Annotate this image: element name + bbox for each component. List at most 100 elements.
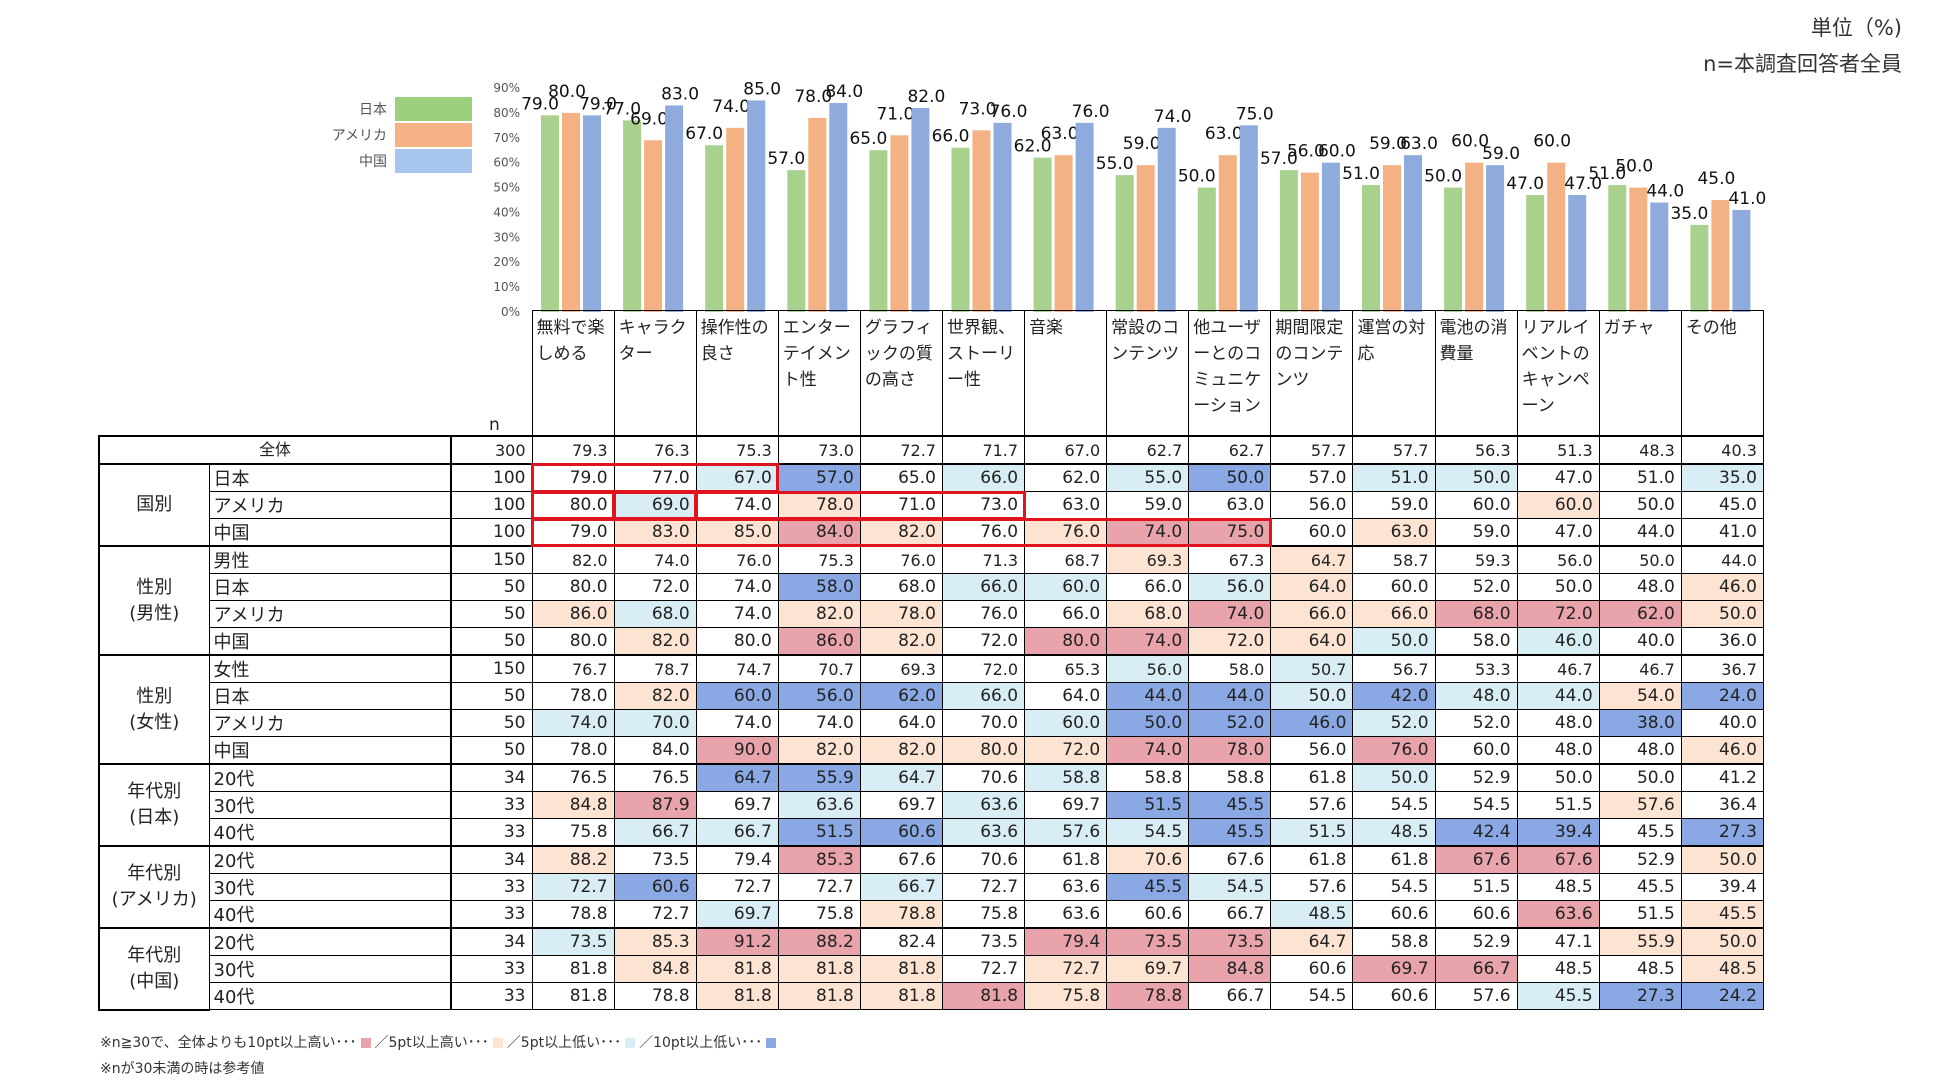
table-cell: 57.6 (1270, 873, 1354, 901)
table-cell: 69.7 (695, 900, 779, 929)
table-cell: 82.0 (531, 545, 615, 574)
table-cell: 72.7 (1024, 955, 1108, 983)
data-label: 50.0 (1178, 167, 1216, 187)
table-cell: 84.0 (613, 736, 697, 765)
table-cell: 51.5 (777, 818, 861, 847)
table-cell: 63.6 (941, 791, 1026, 819)
table-cell: 65.0 (859, 463, 943, 492)
table-row: 年代別 (日本) 20代 34 76.5 76.5 64.7 55.9 64.7 70.6 58.… (98, 763, 1764, 847)
table-cell: 80.0 (1024, 627, 1108, 656)
table-row: 30代 33 84.8 87.9 69.7 63.6 69.7 63.6 69.7 51.5 45.… (99, 791, 1764, 819)
table-row: 日本 50 78.0 82.0 60.0 56.0 62.0 66.0 64.0 44.0 44.0… (99, 682, 1764, 710)
row-label: 日本 (208, 463, 452, 492)
data-label: 62.0 (1014, 137, 1052, 157)
table-cell: 48.0 (1598, 573, 1682, 601)
table-cell: 82.0 (777, 736, 861, 765)
row-label: 20代 (208, 763, 452, 792)
n-value: 150 (450, 545, 533, 574)
y-tick-label: 50% (493, 181, 520, 195)
total-row: 全体 300 79.3 76.3 75.3 73.0 72.7 71.7 67.0 62.7 62.… (98, 435, 1764, 465)
table-cell: 47.0 (1516, 518, 1600, 547)
table-cell: 64.0 (1270, 573, 1354, 601)
data-label: 63.0 (1400, 134, 1438, 154)
table-cell: 78.0 (777, 491, 861, 519)
bar (1650, 202, 1669, 312)
table-cell: 46.7 (1516, 654, 1600, 683)
n-value: 33 (450, 791, 533, 819)
table-cell: 52.9 (1434, 763, 1518, 792)
column-header: その他 (1680, 310, 1764, 437)
table-cell: 78.8 (859, 900, 943, 929)
table-cell: 41.2 (1680, 763, 1764, 792)
table-row: 年代別 (アメリカ) 20代 34 88.2 73.5 79.4 85.3 67.6 70.6 6… (98, 845, 1764, 929)
data-label: 50.0 (1424, 167, 1462, 187)
table-cell: 58.0 (777, 573, 861, 601)
bar (1136, 165, 1155, 312)
table-cell: 67.6 (1188, 845, 1272, 874)
unit-info: 単位（%) n=本調査回答者全員 (1703, 10, 1902, 82)
table-cell: 81.8 (859, 955, 943, 983)
table-cell: 66.0 (1024, 600, 1108, 628)
row-label: 日本 (208, 573, 452, 601)
note-part: ／5pt以上低い･･･ (506, 1035, 622, 1051)
table-cell: 52.0 (1188, 709, 1272, 737)
n-value: 33 (450, 873, 533, 901)
data-label: 60.0 (1533, 132, 1571, 152)
table-cell: 54.5 (1434, 791, 1518, 819)
table-row: 40代 33 78.8 72.7 69.7 75.8 78.8 75.8 63.6 60.6 66.… (99, 900, 1764, 929)
table-cell: 51.5 (1106, 791, 1190, 819)
table-cell: 60.6 (1352, 900, 1436, 929)
table-cell: 76.5 (531, 763, 615, 792)
legend-item-usa: アメリカ (300, 122, 472, 148)
table-cell: 70.6 (1106, 845, 1190, 874)
total-label: 全体 (98, 435, 452, 465)
table-cell: 72.7 (777, 873, 861, 901)
table-cell: 36.0 (1680, 627, 1764, 656)
n-value: 150 (450, 654, 533, 683)
data-label: 47.0 (1564, 174, 1602, 194)
table-cell: 57.6 (1434, 982, 1518, 1010)
table-cell: 72.0 (613, 573, 697, 601)
table-cell: 38.0 (1598, 709, 1682, 737)
table-cell: 80.0 (531, 491, 615, 519)
table-cell: 27.3 (1598, 982, 1682, 1010)
table-cell: 85.3 (777, 845, 861, 874)
n-value: 300 (450, 435, 533, 465)
table-cell: 51.5 (1516, 791, 1600, 819)
table-cell: 45.0 (1680, 491, 1764, 519)
table-cell: 58.8 (1024, 763, 1108, 792)
table-cell: 66.7 (859, 873, 943, 901)
data-label: 59.0 (1123, 134, 1161, 154)
table-cell: 47.1 (1516, 927, 1600, 956)
table-cell: 50.0 (1434, 463, 1518, 492)
table-cell: 45.5 (1598, 873, 1682, 901)
bar (644, 140, 663, 312)
table-cell: 74.0 (1106, 736, 1190, 765)
table-cell: 74.0 (695, 491, 779, 519)
data-label: 76.0 (990, 102, 1028, 122)
group-label: 年代別 (中国) (98, 927, 210, 1011)
table-cell: 73.5 (613, 845, 697, 874)
bar (951, 147, 970, 312)
table-cell: 46.0 (1680, 736, 1764, 765)
table-cell: 58.8 (1188, 763, 1272, 792)
table-cell: 66.7 (695, 818, 779, 847)
table-cell: 56.0 (777, 682, 861, 710)
table-cell: 55.9 (1598, 927, 1682, 956)
bar (1568, 195, 1587, 312)
table-cell: 74.0 (1106, 627, 1190, 656)
table-cell: 64.0 (1270, 627, 1354, 656)
table-cell: 66.0 (1352, 600, 1436, 628)
table-cell: 69.3 (859, 654, 943, 683)
table-cell: 45.5 (1188, 791, 1272, 819)
table-cell: 63.6 (777, 791, 861, 819)
table-cell: 72.7 (941, 955, 1026, 983)
table-cell: 83.0 (613, 518, 697, 547)
n-value: 50 (450, 682, 533, 710)
table-cell: 66.0 (1270, 600, 1354, 628)
table-cell: 64.7 (859, 763, 943, 792)
column-header: 操作性の良さ (695, 310, 779, 437)
table-cell: 44.0 (1188, 682, 1272, 710)
table-cell: 60.0 (1516, 491, 1600, 519)
table-cell: 70.7 (777, 654, 861, 683)
